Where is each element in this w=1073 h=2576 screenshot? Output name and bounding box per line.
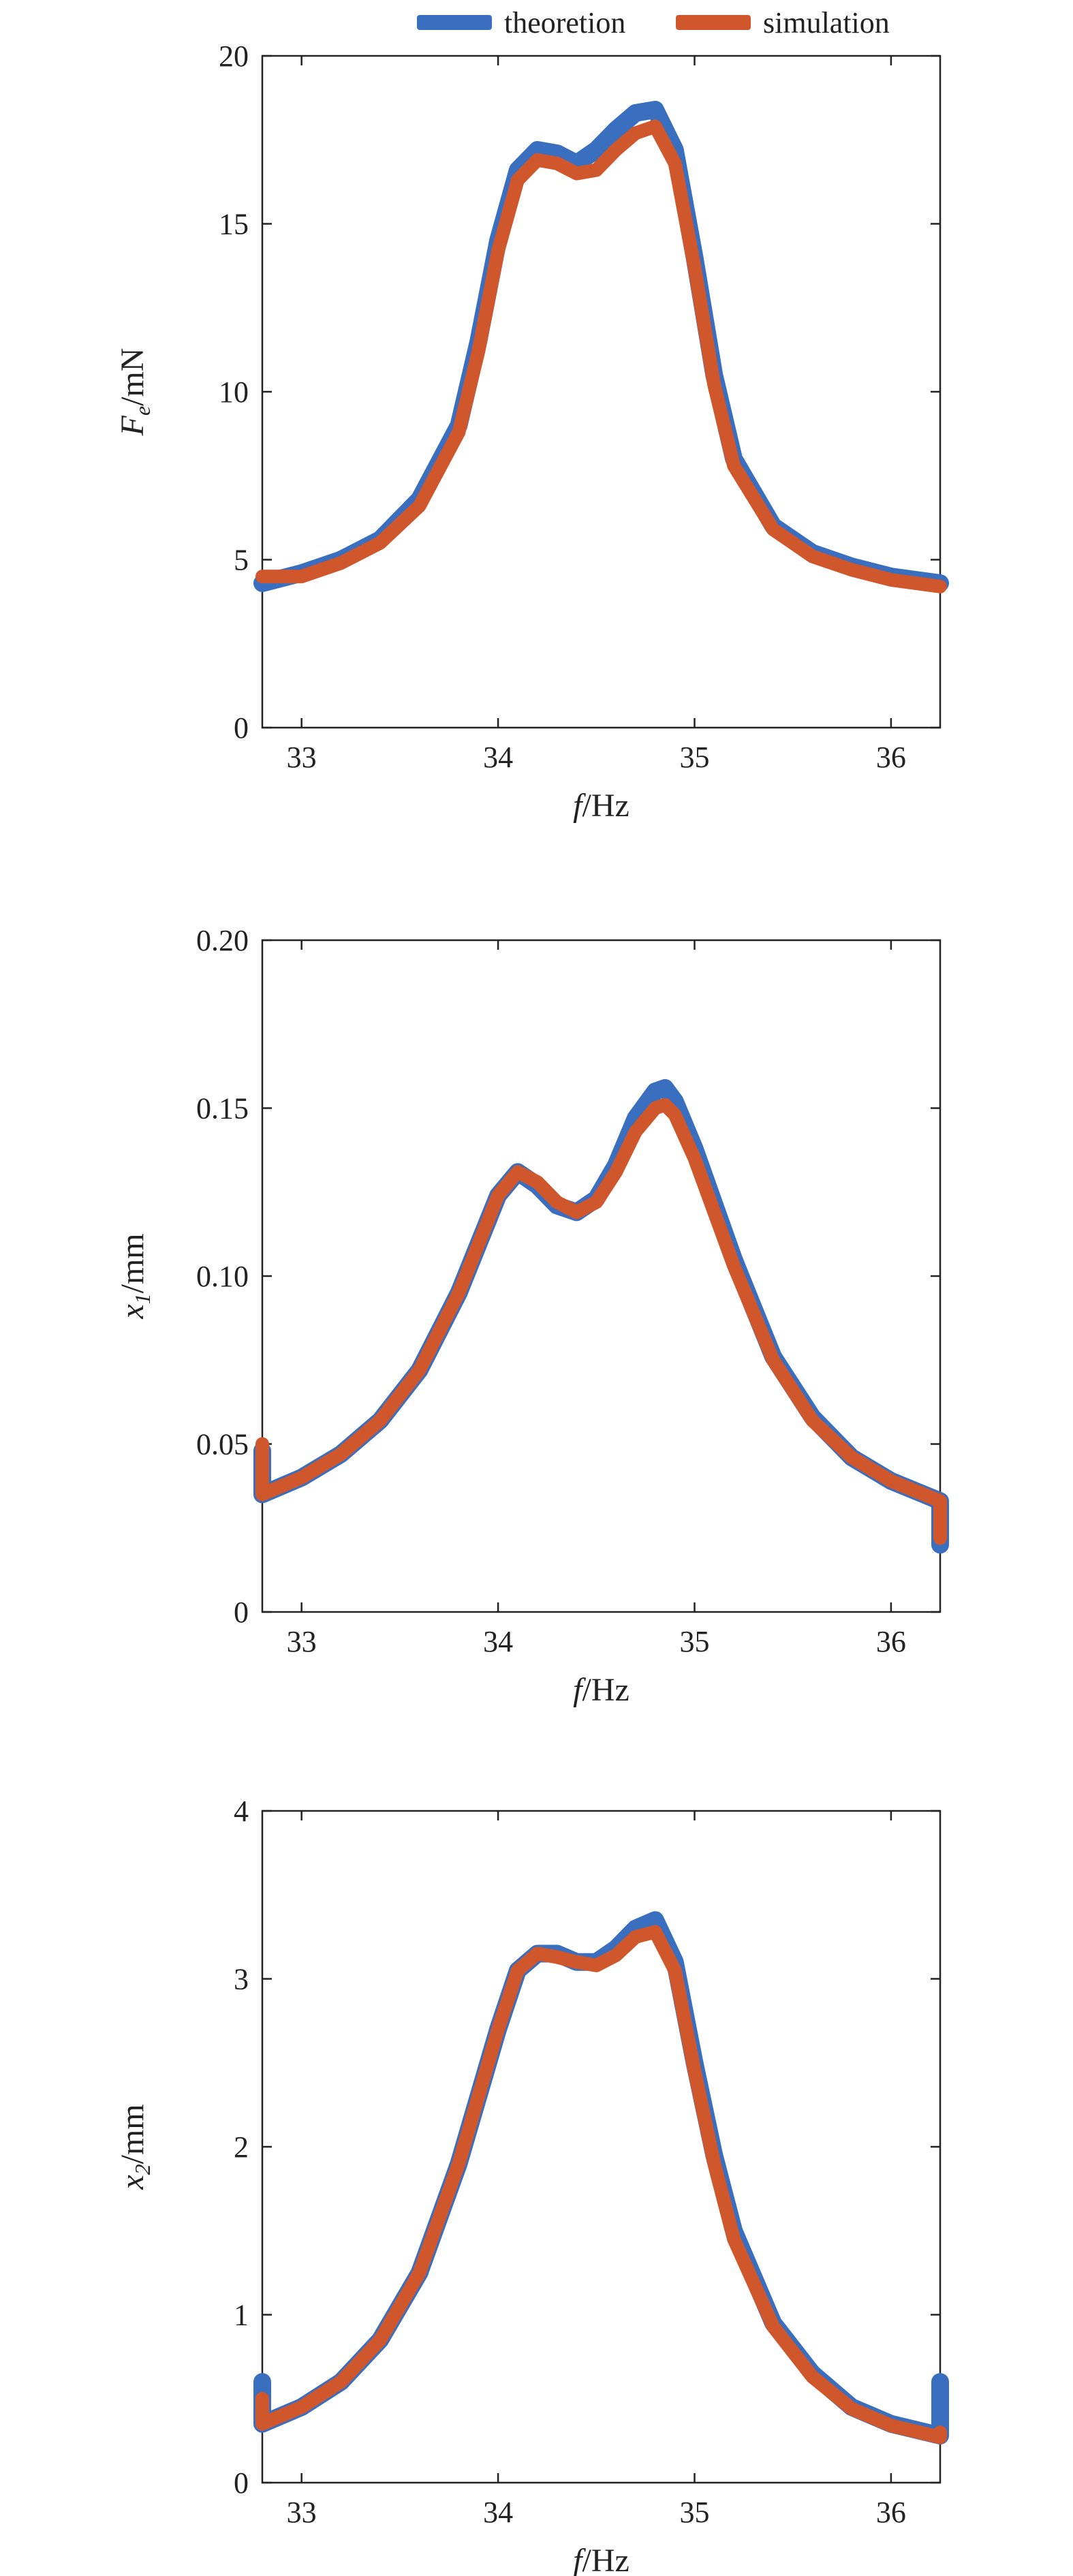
- chart-force: 33 34 35 36 0 5 10 15 20 f/Hz Fe/mN: [114, 40, 949, 824]
- x1-x-tick-label: 36: [876, 1625, 906, 1658]
- x2-y-tick-label: 1: [234, 2299, 249, 2332]
- x2-x-tick-label: 33: [287, 2496, 317, 2529]
- x1-y-tick-label: 0.15: [196, 1092, 249, 1126]
- force-x-tick-label: 35: [679, 741, 709, 774]
- x2-y-tick-label: 3: [234, 1963, 249, 1996]
- x2-x-tick-label: 34: [483, 2496, 513, 2529]
- legend-swatch-simulation: [676, 15, 751, 30]
- force-series-theoretion: [253, 100, 949, 592]
- legend: theoretion simulation: [417, 6, 890, 40]
- force-x-tick-label: 36: [876, 741, 906, 774]
- force-y-tick-label: 10: [219, 375, 249, 409]
- force-x-tick-label: 33: [287, 741, 317, 774]
- x2-y-tick-label: 2: [234, 2130, 249, 2164]
- x2-series-simulation: [255, 1925, 947, 2445]
- x2-plot-frame: [261, 1810, 942, 2484]
- chart-x1-displacement: 33 34 35 36 0 0.05 0.10 0.15 0.20 f/Hz x1/mm: [114, 924, 949, 1708]
- x1-y-tick-label: 0.05: [196, 1428, 249, 1461]
- x1-x-tick-label: 33: [287, 1625, 317, 1658]
- force-y-axis-label: Fe/mN: [114, 348, 155, 437]
- force-y-tick-label: 0: [234, 711, 249, 745]
- x1-x-axis-label: f/Hz: [573, 1672, 629, 1708]
- force-series-simulation: [255, 119, 947, 593]
- x2-x-tick-label: 35: [679, 2496, 709, 2529]
- force-x-axis-label: f/Hz: [573, 788, 629, 824]
- x1-x-tick-label: 34: [483, 1625, 513, 1658]
- x2-x-axis-label: f/Hz: [573, 2543, 629, 2576]
- x1-series-simulation: [255, 1098, 947, 1545]
- x1-y-tick-label: 0.20: [196, 924, 249, 957]
- x2-y-tick-label: 0: [234, 2466, 249, 2500]
- x1-x-tick-label: 35: [679, 1625, 709, 1658]
- x1-series-theoretion: [253, 1078, 949, 1554]
- x1-y-axis-label: x1/mm: [114, 1233, 155, 1319]
- force-y-tick-label: 20: [219, 40, 249, 73]
- x1-y-tick-label: 0.10: [196, 1260, 249, 1293]
- x1-plot-frame: [261, 939, 942, 1613]
- x1-y-tick-label: 0: [234, 1596, 249, 1629]
- force-y-tick-label: 5: [234, 544, 249, 577]
- legend-label-theoretion: theoretion: [504, 6, 625, 40]
- force-y-tick-label: 15: [219, 208, 249, 241]
- legend-label-simulation: simulation: [763, 6, 890, 40]
- force-x-tick-label: 34: [483, 741, 513, 774]
- x2-x-tick-label: 36: [876, 2496, 906, 2529]
- x2-y-tick-label: 4: [234, 1795, 249, 1828]
- legend-swatch-theoretion: [417, 15, 492, 30]
- x2-y-axis-label: x2/mm: [114, 2104, 155, 2190]
